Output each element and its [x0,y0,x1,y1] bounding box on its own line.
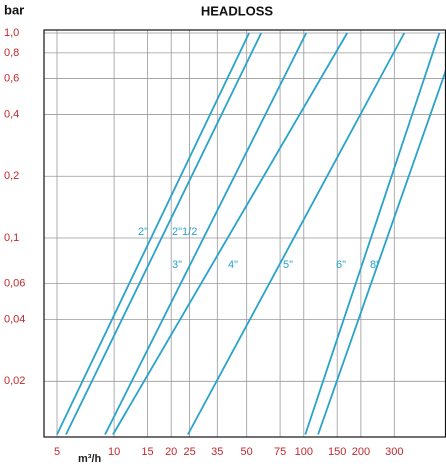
x-tick-label: 25 [183,446,195,458]
x-axis-label: m³/h [78,453,102,465]
y-axis-label: bar [4,2,24,17]
x-tick-label: 20 [165,446,177,458]
x-tick-label: 150 [328,446,346,458]
series-label: 3" [172,259,182,271]
y-tick-label: 0,4 [4,108,19,120]
y-tick-label: 0,8 [4,47,19,59]
series-label: 2" [138,226,148,238]
x-tick-label: 10 [108,446,120,458]
series-label: 4" [228,259,238,271]
x-tick-label: 100 [295,446,313,458]
series-label: 5" [283,259,293,271]
series-label: 6" [336,259,346,271]
series-line [56,32,250,435]
y-tick-label: 0,6 [4,72,19,84]
y-tick-label: 0,06 [4,277,25,289]
y-tick-label: 1,0 [4,27,19,39]
y-tick-label: 0,02 [4,375,25,387]
chart-title: HEADLOSS [201,3,274,18]
y-tick-label: 0,1 [4,232,19,244]
grid [44,30,446,437]
series-label: 8" [370,259,380,271]
series-line [187,32,406,435]
series-line [104,32,308,435]
x-tick-label: 50 [241,446,253,458]
series-label: 2"1/2 [172,226,197,238]
x-tick-label: 5 [54,446,60,458]
y-tick-label: 0,04 [4,313,25,325]
series-line [317,69,446,435]
x-tick-label: 75 [274,446,286,458]
plot-lines [56,32,446,435]
series-line [65,32,263,435]
series-line [304,32,441,435]
y-tick-label: 0,2 [4,170,19,182]
x-tick-label: 15 [141,446,153,458]
x-tick-label: 200 [352,446,370,458]
x-tick-label: 35 [211,446,223,458]
series-line [112,32,348,435]
plot-frame [43,29,446,438]
x-tick-label: 300 [385,446,403,458]
